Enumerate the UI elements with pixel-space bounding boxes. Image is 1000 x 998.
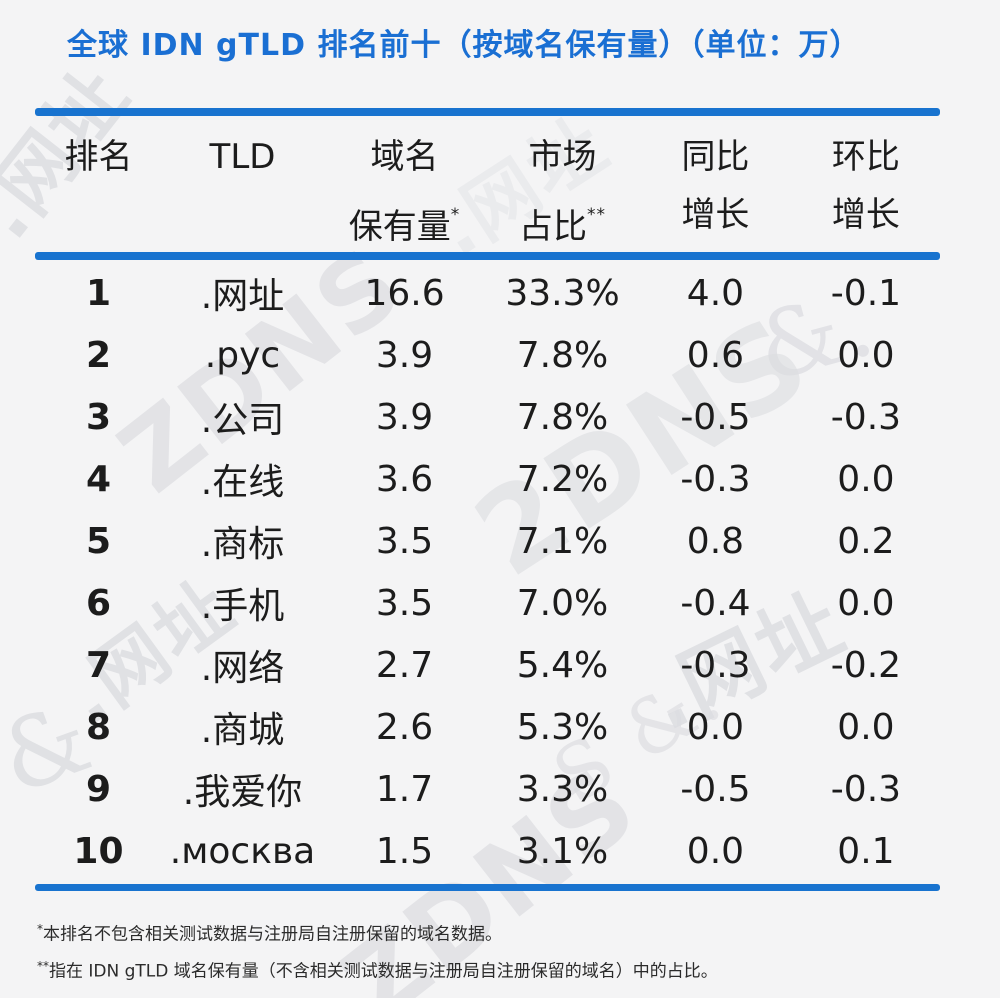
mom-cell: 0.1 xyxy=(837,830,895,872)
share-cell: 5.3% xyxy=(516,706,609,748)
mom-cell: -0.2 xyxy=(830,644,902,686)
tld-cell: .公司 xyxy=(200,400,285,441)
yoy-cell: -0.3 xyxy=(680,458,751,500)
table-row: 7 .网络 2.7 5.4% -0.3 -0.2 xyxy=(35,634,940,696)
tld-cell: .商城 xyxy=(200,710,285,751)
table-row: 10 .москва 1.5 3.1% 0.0 0.1 xyxy=(35,820,940,882)
table-header: 排名 TLD 域名 保有量* 市场 占比** 同比 增长 xyxy=(35,116,940,252)
rank-cell: 9 xyxy=(85,768,112,810)
mom-cell: 0.0 xyxy=(837,458,895,500)
share-cell: 7.2% xyxy=(516,458,609,500)
table-row: 1 .网址 16.6 33.3% 4.0 -0.1 xyxy=(35,262,940,324)
table-row: 9 .我爱你 1.7 3.3% -0.5 -0.3 xyxy=(35,758,940,820)
tld-cell: .москва xyxy=(169,830,316,872)
header-yoy-label: 同比 xyxy=(681,137,750,177)
mom-cell: 0.2 xyxy=(837,520,895,562)
share-cell: 7.8% xyxy=(516,396,609,438)
yoy-cell: 0.0 xyxy=(686,830,745,872)
divider-bottom xyxy=(35,884,940,891)
holdings-cell: 2.6 xyxy=(375,706,434,748)
holdings-cell: 3.6 xyxy=(375,458,434,500)
tld-cell: .网络 xyxy=(200,648,285,689)
footnote-1-text: 本排名不包含相关测试数据与注册局自注册保留的域名数据。 xyxy=(43,924,502,945)
divider-header xyxy=(35,252,940,260)
mom-cell: 0.0 xyxy=(837,706,895,748)
table-row: 8 .商城 2.6 5.3% 0.0 0.0 xyxy=(35,696,940,758)
table-row: 5 .商标 3.5 7.1% 0.8 0.2 xyxy=(35,510,940,572)
yoy-cell: -0.4 xyxy=(680,582,751,624)
mom-cell: -0.3 xyxy=(830,396,902,438)
yoy-cell: 0.8 xyxy=(686,520,745,562)
yoy-cell: 4.0 xyxy=(686,272,745,314)
footnote-2: **指在 IDN gTLD 域名保有量（不含相关测试数据与注册局自注册保留的域名… xyxy=(37,958,718,984)
rank-cell: 3 xyxy=(85,396,112,438)
tld-cell: .手机 xyxy=(200,586,285,627)
header-tld: TLD xyxy=(162,128,323,244)
share-cell: 3.3% xyxy=(516,768,609,810)
share-cell: 7.0% xyxy=(516,582,609,624)
holdings-cell: 16.6 xyxy=(364,272,445,314)
share-cell: 3.1% xyxy=(516,830,609,872)
header-mom-label: 环比 xyxy=(831,137,900,177)
header-mom: 环比 增长 xyxy=(831,137,900,235)
mom-cell: -0.1 xyxy=(830,272,902,314)
page-title: 全球 IDN gTLD 排名前十（按域名保有量）（单位：万） xyxy=(67,28,861,63)
table-row: 4 .在线 3.6 7.2% -0.3 0.0 xyxy=(35,448,940,510)
header-holdings: 域名 保有量* xyxy=(348,137,461,247)
holdings-cell: 3.9 xyxy=(375,396,434,438)
rank-cell: 6 xyxy=(85,582,112,624)
table-row: 6 .手机 3.5 7.0% -0.4 0.0 xyxy=(35,572,940,634)
footnote-mark-2: ** xyxy=(587,205,606,225)
table-body: 1 .网址 16.6 33.3% 4.0 -0.1 2 .рус 3.9 7.8% 0.6 0.0 3.… xyxy=(35,260,940,884)
header-yoy: 同比 增长 xyxy=(681,137,750,235)
holdings-cell: 3.5 xyxy=(375,582,434,624)
yoy-cell: -0.5 xyxy=(680,768,751,810)
share-cell: 7.1% xyxy=(516,520,609,562)
mom-cell: 0.0 xyxy=(837,582,895,624)
mom-cell: 0.0 xyxy=(837,334,895,376)
footnote-1-mark: * xyxy=(37,922,43,936)
share-cell: 5.4% xyxy=(516,644,609,686)
rank-cell: 4 xyxy=(85,458,112,500)
tld-cell: .рус xyxy=(204,334,281,376)
footnote-2-text: 指在 IDN gTLD 域名保有量（不含相关测试数据与注册局自注册保留的域名）中… xyxy=(49,961,718,982)
yoy-cell: 0.6 xyxy=(686,334,745,376)
share-cell: 33.3% xyxy=(505,272,620,314)
rank-cell: 5 xyxy=(85,520,112,562)
header-rank: 排名 xyxy=(35,128,162,244)
holdings-cell: 3.5 xyxy=(375,520,434,562)
header-share-label: 市场 xyxy=(528,137,597,177)
footnote-mark-1: * xyxy=(450,205,461,225)
header-rank-label: 排名 xyxy=(64,137,133,177)
holdings-cell: 1.5 xyxy=(375,830,434,872)
table-row: 3 .公司 3.9 7.8% -0.5 -0.3 xyxy=(35,386,940,448)
footnotes: *本排名不包含相关测试数据与注册局自注册保留的域名数据。 **指在 IDN gT… xyxy=(37,921,718,994)
tld-cell: .我爱你 xyxy=(182,772,303,813)
tld-cell: .在线 xyxy=(200,462,285,503)
rank-cell: 10 xyxy=(73,830,124,872)
footnote-1: *本排名不包含相关测试数据与注册局自注册保留的域名数据。 xyxy=(37,921,718,947)
footnote-2-mark: ** xyxy=(37,958,49,973)
divider-top xyxy=(35,108,940,116)
rank-cell: 1 xyxy=(85,272,112,314)
share-cell: 7.8% xyxy=(516,334,609,376)
rank-cell: 7 xyxy=(85,644,112,686)
holdings-cell: 3.9 xyxy=(375,334,434,376)
ranking-table: 排名 TLD 域名 保有量* 市场 占比** 同比 增长 xyxy=(35,108,940,891)
header-holdings-label: 域名 xyxy=(370,137,439,177)
header-tld-label: TLD xyxy=(209,137,276,177)
holdings-cell: 2.7 xyxy=(375,644,434,686)
rank-cell: 8 xyxy=(85,706,112,748)
tld-cell: .网址 xyxy=(200,276,285,317)
rank-cell: 2 xyxy=(85,334,112,376)
table-row: 2 .рус 3.9 7.8% 0.6 0.0 xyxy=(35,324,940,386)
holdings-cell: 1.7 xyxy=(375,768,434,810)
yoy-cell: -0.5 xyxy=(680,396,751,438)
header-share: 市场 占比** xyxy=(519,137,606,247)
yoy-cell: 0.0 xyxy=(686,706,745,748)
mom-cell: -0.3 xyxy=(830,768,902,810)
tld-cell: .商标 xyxy=(200,524,285,565)
yoy-cell: -0.3 xyxy=(680,644,751,686)
